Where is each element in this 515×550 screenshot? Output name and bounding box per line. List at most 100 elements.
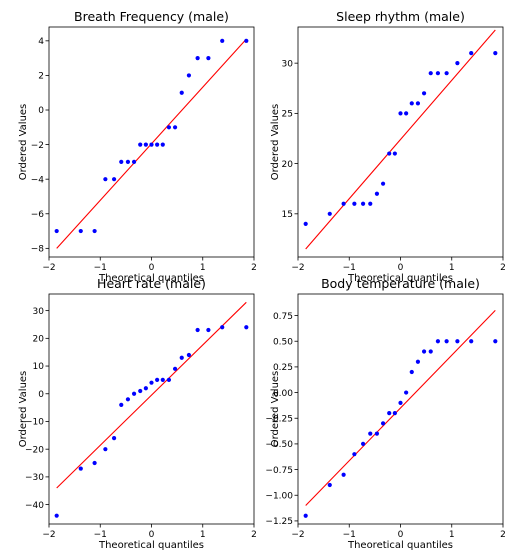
y-axis-label: Ordered Values bbox=[270, 371, 281, 448]
y-tick-label: 0.00 bbox=[273, 389, 293, 399]
y-tick-label: −0.25 bbox=[265, 414, 293, 424]
axes-frame bbox=[297, 293, 504, 525]
data-point bbox=[493, 339, 498, 344]
x-tick-label: 1 bbox=[449, 263, 455, 273]
data-point bbox=[409, 101, 414, 106]
data-point bbox=[455, 339, 460, 344]
data-point bbox=[303, 221, 308, 226]
y-tick-label: 25 bbox=[282, 110, 293, 120]
data-point bbox=[149, 380, 154, 385]
data-point bbox=[143, 386, 148, 391]
data-point bbox=[444, 339, 449, 344]
data-point bbox=[352, 201, 357, 206]
y-tick-label: 4 bbox=[38, 37, 44, 47]
data-point bbox=[374, 431, 380, 436]
data-point bbox=[155, 377, 160, 383]
data-point bbox=[421, 91, 427, 96]
data-point bbox=[149, 142, 154, 147]
data-point bbox=[111, 177, 117, 182]
qq-panel-2: Sleep rhythm (male) −2 −1 0 1 2 15 20 25 30 Theore… bbox=[270, 9, 506, 284]
data-point bbox=[166, 377, 172, 383]
x-axis-label: Theoretical quantiles bbox=[98, 540, 204, 550]
data-point bbox=[493, 51, 498, 56]
data-point bbox=[179, 90, 184, 95]
x-tick-label: −2 bbox=[42, 263, 55, 273]
panel-title: Heart rate (male) bbox=[97, 276, 206, 291]
data-point bbox=[404, 390, 409, 395]
y-tick-label: 0.50 bbox=[273, 337, 293, 347]
data-point bbox=[428, 349, 433, 354]
y-axis-label: Ordered Values bbox=[18, 371, 29, 448]
data-point bbox=[186, 73, 192, 78]
data-point bbox=[92, 460, 97, 466]
data-point bbox=[398, 111, 403, 116]
x-tick-label: 2 bbox=[500, 530, 506, 540]
data-point bbox=[54, 513, 59, 518]
data-point bbox=[206, 56, 211, 61]
x-tick-label: 0 bbox=[149, 263, 155, 273]
x-tick-label: 2 bbox=[251, 263, 257, 273]
fit-line bbox=[56, 301, 247, 489]
data-point bbox=[143, 142, 148, 147]
x-tick-label: −1 bbox=[343, 263, 356, 273]
x-axis-label: Theoretical quantiles bbox=[347, 540, 453, 550]
data-point bbox=[244, 325, 249, 330]
y-tick-label: 0 bbox=[38, 390, 44, 400]
data-point bbox=[195, 327, 200, 333]
data-point bbox=[186, 352, 192, 358]
data-point bbox=[360, 441, 366, 447]
data-point bbox=[138, 388, 143, 394]
y-axis-label: Ordered Values bbox=[270, 104, 281, 181]
data-point bbox=[131, 391, 137, 396]
data-point bbox=[435, 339, 441, 344]
y-tick-label: −10 bbox=[25, 418, 44, 428]
panel-title: Sleep rhythm (male) bbox=[336, 9, 465, 24]
data-point bbox=[54, 228, 59, 234]
x-axis-label: Theoretical quantiles bbox=[347, 273, 453, 284]
data-point bbox=[327, 482, 332, 488]
x-tick-label: 2 bbox=[251, 530, 257, 540]
data-point bbox=[409, 369, 414, 375]
y-tick-label: −2 bbox=[31, 141, 44, 151]
data-point bbox=[303, 513, 308, 518]
x-tick-label: −1 bbox=[343, 530, 356, 540]
data-point bbox=[404, 111, 409, 116]
x-tick-label: 1 bbox=[200, 263, 206, 273]
data-point bbox=[368, 431, 373, 436]
fit-line bbox=[305, 310, 496, 506]
data-point bbox=[92, 228, 97, 234]
qq-panel-3: Heart rate (male)−2 −1 0 1 2−40−30−20−100102… bbox=[18, 276, 257, 550]
y-tick-label: 10 bbox=[33, 362, 45, 372]
data-point bbox=[220, 325, 225, 330]
data-point bbox=[387, 411, 392, 416]
data-point bbox=[360, 201, 366, 206]
data-point bbox=[415, 101, 421, 106]
data-point bbox=[131, 159, 137, 164]
data-point bbox=[327, 211, 332, 216]
x-tick-label: 0 bbox=[149, 530, 155, 540]
qq-panel-4: Body temperature (male) −2 −1 0 1 2 −1.25 −1.00… bbox=[265, 276, 505, 550]
data-point bbox=[206, 327, 211, 333]
panel-title: Body temperature (male) bbox=[321, 276, 480, 291]
y-tick-label: −0.75 bbox=[265, 466, 293, 476]
y-tick-label: 0 bbox=[38, 106, 44, 116]
y-tick-label: 30 bbox=[282, 59, 294, 69]
data-point bbox=[111, 435, 117, 441]
data-point bbox=[380, 421, 386, 426]
data-point bbox=[469, 339, 474, 344]
y-tick-label: 20 bbox=[33, 335, 45, 345]
data-point bbox=[352, 452, 357, 457]
data-point bbox=[138, 142, 143, 147]
fit-line bbox=[305, 29, 496, 250]
data-point bbox=[392, 411, 397, 416]
data-point bbox=[166, 125, 172, 130]
y-tick-label: −0.50 bbox=[265, 440, 293, 450]
data-point bbox=[78, 466, 83, 471]
y-tick-label: −8 bbox=[31, 245, 45, 255]
data-point bbox=[392, 151, 397, 156]
data-point bbox=[172, 366, 178, 371]
qq-panel-1: Breath Frequency (male) −2 −1 0 1 2 −8 −6 −4 −2 0 2… bbox=[18, 9, 257, 284]
data-point bbox=[374, 191, 380, 196]
x-tick-label: −2 bbox=[291, 263, 304, 273]
